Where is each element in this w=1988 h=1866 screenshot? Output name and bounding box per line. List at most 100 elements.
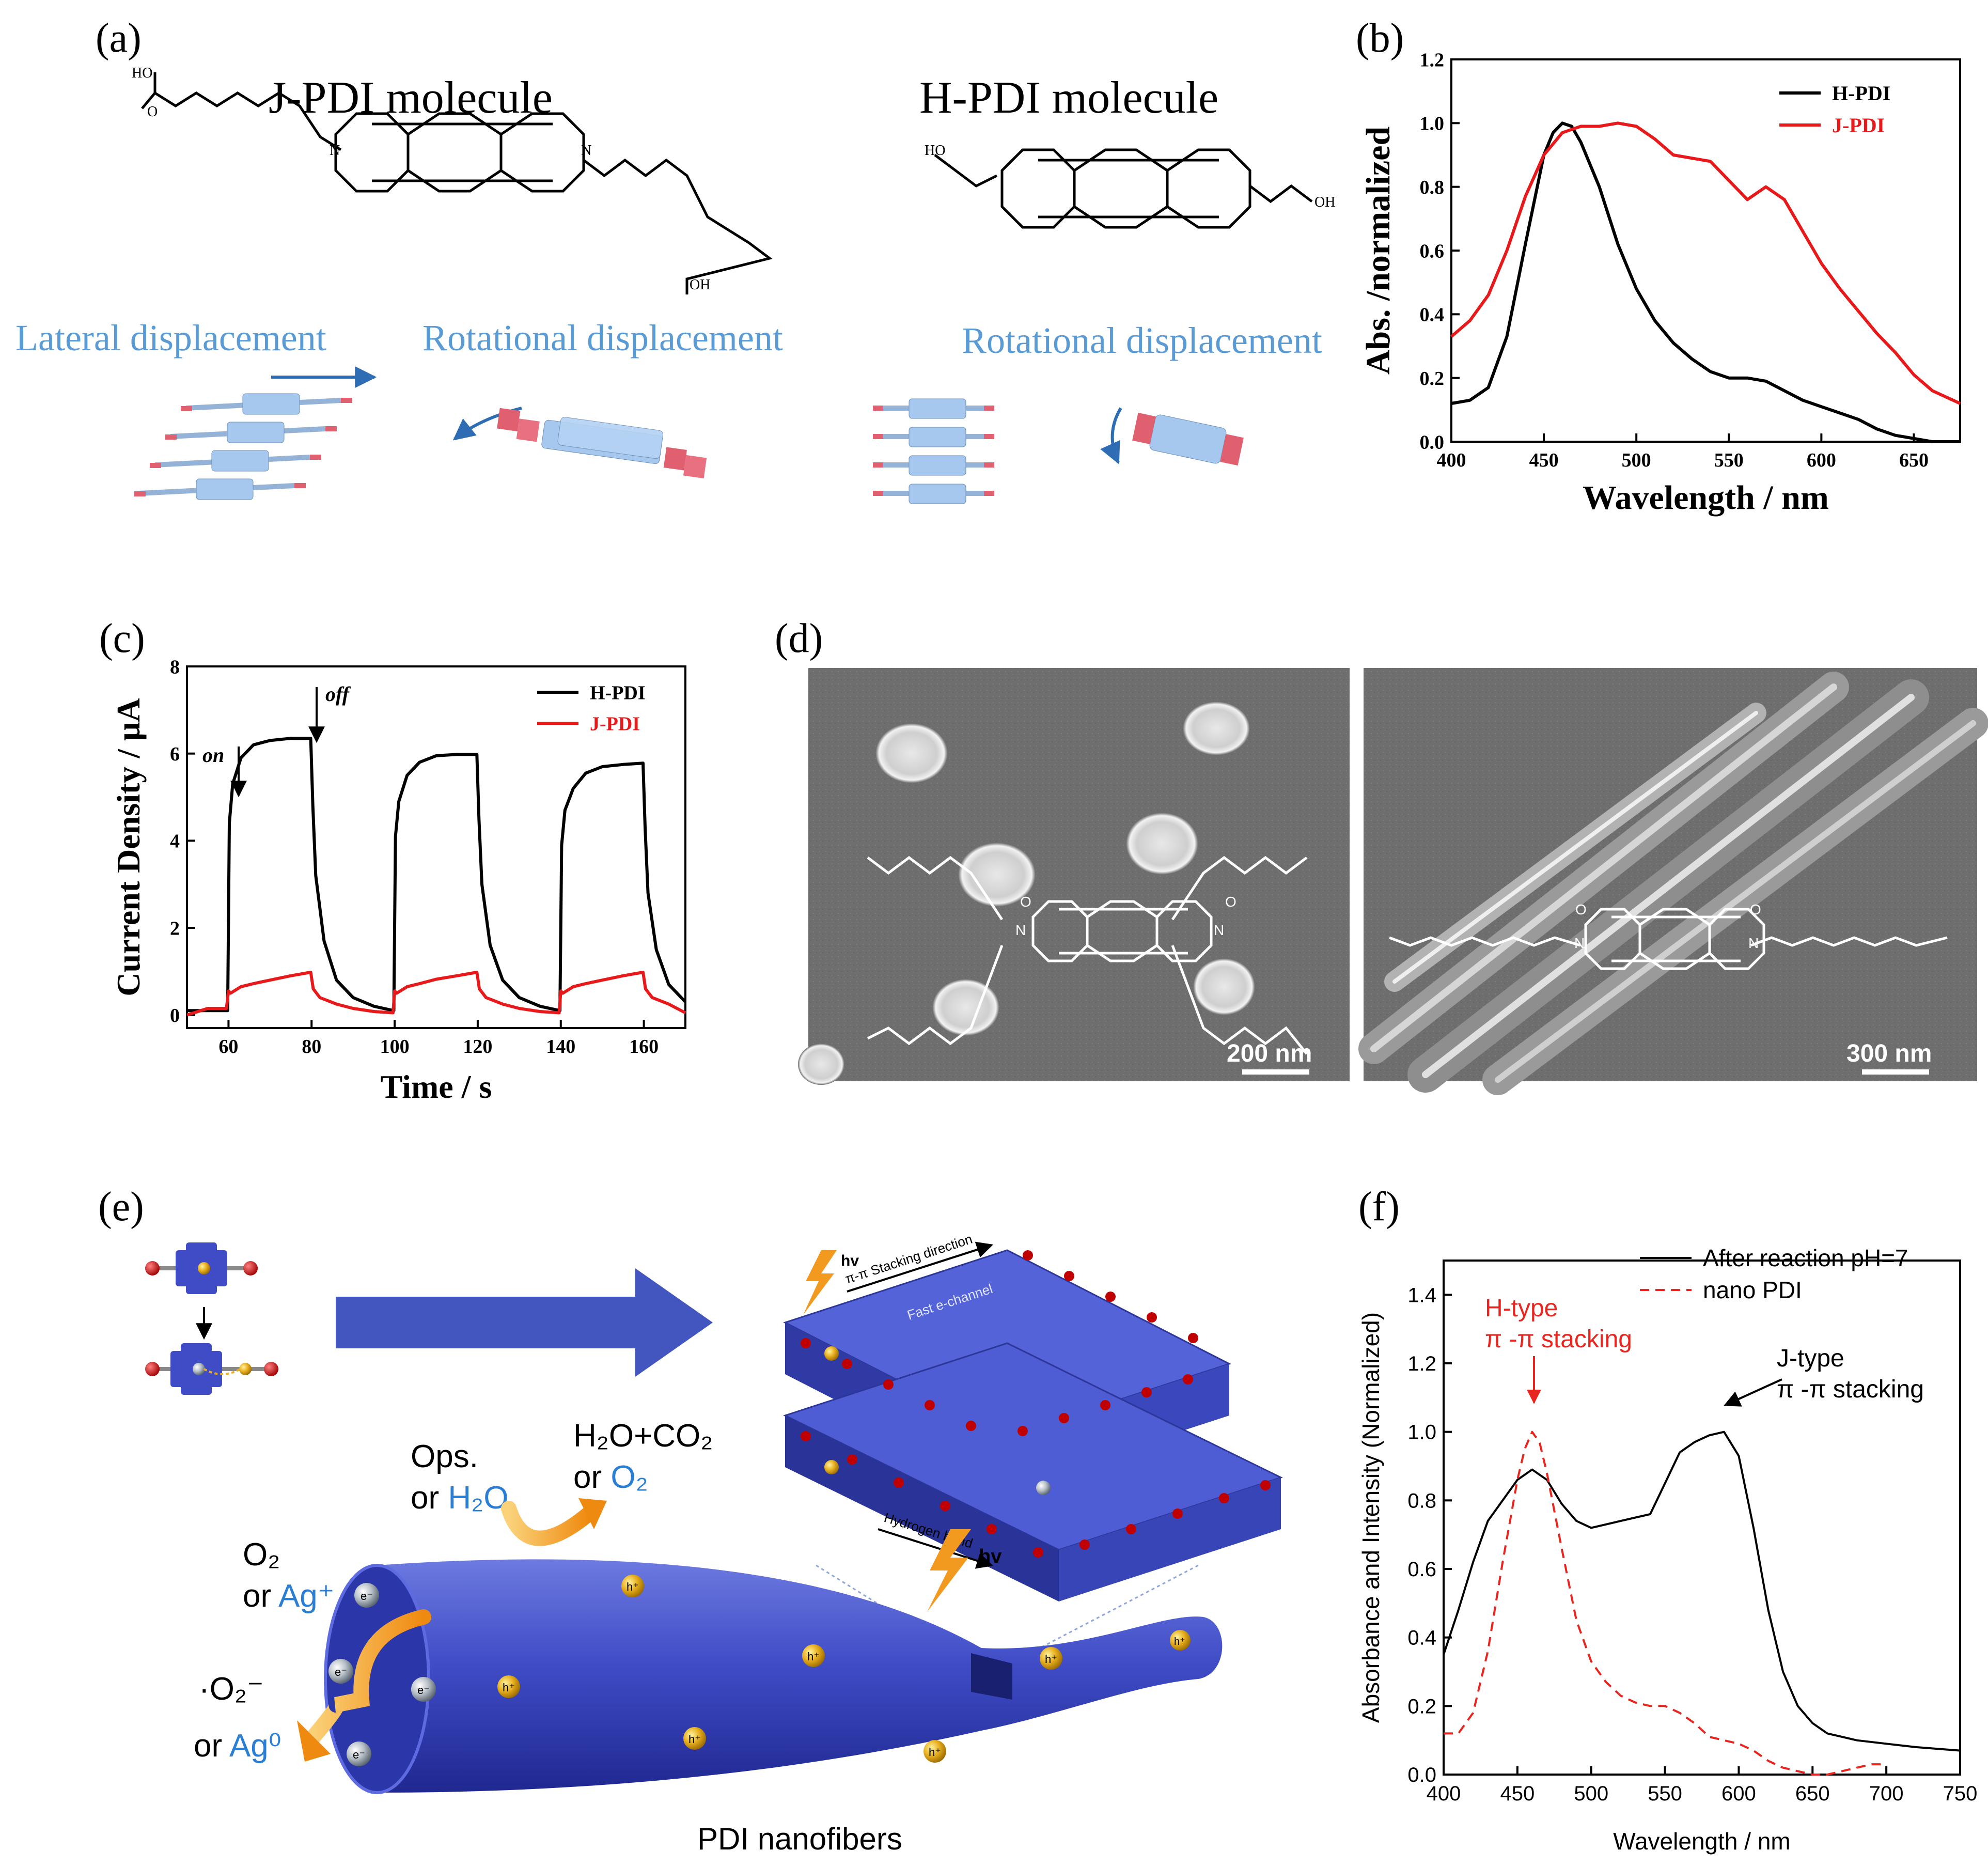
lightning-icon-2 <box>927 1529 971 1612</box>
ops-label: Ops. <box>411 1439 478 1474</box>
h-stack <box>873 398 994 504</box>
x-tick-label: 80 <box>302 1036 321 1058</box>
x-tick-label: 750 <box>1943 1782 1978 1805</box>
y-tick-label: 0.6 <box>1407 1558 1436 1581</box>
h-oh-label: OH <box>1314 194 1335 210</box>
zoom-line-right <box>1020 1564 1199 1659</box>
radical-or-ag0: or Ag⁰ <box>194 1728 281 1764</box>
x-tick-label: 650 <box>1899 449 1929 471</box>
series-1-line <box>187 737 687 1013</box>
svg-text:e⁻: e⁻ <box>353 1748 365 1761</box>
h-ho-label: HO <box>925 143 945 159</box>
d-right-o2-label: O <box>1750 901 1761 918</box>
x-tick-label: 160 <box>629 1036 659 1058</box>
series-2-line <box>1444 1430 1887 1776</box>
d-right-o-label: O <box>1575 901 1587 918</box>
stacking-direction-arrow <box>847 1241 994 1293</box>
scale-bar-right <box>1862 1069 1929 1075</box>
d-left-o-label: O <box>1020 894 1031 910</box>
legend-label: nano PDI <box>1703 1277 1802 1303</box>
rotation-arrow-2 <box>1100 407 1122 464</box>
j-type-annotation-2: π -π stacking <box>1777 1376 1924 1403</box>
panel-c: (c) 60 80 100 120 140 160 0 2 4 6 8 Time / s Current… <box>99 616 687 1105</box>
x-tick-label: 400 <box>1427 1782 1461 1805</box>
panel-b-label: (b) <box>1356 15 1404 61</box>
y-tick-label: 0.0 <box>1407 1764 1436 1786</box>
x-tick-label: 550 <box>1714 449 1744 471</box>
j-n-label: N <box>330 143 340 159</box>
svg-text:h⁺: h⁺ <box>929 1746 941 1759</box>
pdi-nanofibers-caption: PDI nanofibers <box>697 1822 902 1856</box>
y-tick-label: 0.4 <box>1420 304 1445 326</box>
svg-text:h⁺: h⁺ <box>1045 1653 1057 1666</box>
y-tick-label: 1.0 <box>1407 1421 1436 1444</box>
hv-label-2: hv <box>979 1546 1001 1567</box>
nanofiber <box>324 1559 1223 1794</box>
x-axis-label: Wavelength / nm <box>1613 1828 1790 1855</box>
y-tick-label: 0.8 <box>1407 1489 1436 1512</box>
scale-label-left: 200 nm <box>1227 1040 1312 1067</box>
y-tick-label: 1.2 <box>1407 1352 1436 1375</box>
chart-b: 400 450 500 550 600 650 0.0 0.2 0.4 0.6 0.8 1.0 1.2 W… <box>1359 49 1961 517</box>
o2-or-ag: or Ag⁺ <box>243 1578 335 1614</box>
h-pdi-structure <box>934 148 1313 229</box>
h-type-annotation-2: π -π stacking <box>1485 1326 1632 1353</box>
y-axis-label: Current Density / μA <box>110 698 147 996</box>
j-ho-label: HO <box>132 65 152 81</box>
scale-bar-left <box>1242 1069 1309 1075</box>
o2-label: O₂ <box>243 1537 280 1573</box>
x-tick-label: 450 <box>1529 449 1559 471</box>
y-tick-label: 6 <box>170 743 180 765</box>
ops-or-h2o: or H₂O <box>411 1480 508 1516</box>
x-tick-label: 140 <box>546 1036 575 1058</box>
d-right-n-label: N <box>1574 935 1585 951</box>
hydrogen-bond-arrow <box>878 1528 994 1569</box>
d-right-n2-label: N <box>1748 935 1759 951</box>
panel-e-label: (e) <box>98 1184 144 1230</box>
svg-text:h⁺: h⁺ <box>627 1580 639 1593</box>
x-axis-label: Time / s <box>381 1068 492 1105</box>
y-tick-label: 8 <box>170 656 180 678</box>
y-tick-label: 4 <box>170 831 180 852</box>
j-pdi-title: J-PDI molecule <box>269 73 553 123</box>
chart-f-frame <box>1443 1259 1961 1776</box>
rotational-stack-j <box>452 407 707 479</box>
radical-label: ·O₂⁻ <box>199 1671 264 1707</box>
panel-f-label: (f) <box>1358 1184 1400 1230</box>
y-axis-label: Abs. /normalized <box>1359 127 1397 375</box>
y-tick-label: 0.6 <box>1420 240 1445 262</box>
panel-a-label: (a) <box>96 15 142 61</box>
reaction-arrow-top <box>501 1501 597 1546</box>
j-pdi-structure <box>141 72 773 294</box>
rotational-displacement-label-2: Rotational displacement <box>962 320 1322 361</box>
panel-c-label: (c) <box>99 616 145 661</box>
svg-text:h⁺: h⁺ <box>503 1681 515 1694</box>
svg-text:e⁻: e⁻ <box>335 1666 347 1678</box>
series-2-line <box>186 971 686 1017</box>
y-tick-label: 1.0 <box>1420 113 1445 135</box>
y-tick-label: 0.2 <box>1420 368 1445 390</box>
x-tick-label: 60 <box>218 1036 238 1058</box>
d-left-n-label: N <box>1015 922 1026 938</box>
y-tick-label: 0.2 <box>1407 1695 1436 1718</box>
legend-label: H-PDI <box>1832 82 1890 105</box>
molecule-4 <box>134 478 306 500</box>
legend-label: J-PDI <box>1832 114 1885 137</box>
e-small-molecule-1 <box>145 1242 258 1294</box>
sem-image-right: N N O O 300 nm <box>1358 668 1988 1095</box>
e-small-molecule-2 <box>145 1343 278 1395</box>
on-annotation: on <box>202 743 224 767</box>
j-type-arrow <box>1724 1378 1782 1407</box>
h-type-annotation: H-type <box>1485 1295 1558 1322</box>
x-tick-label: 600 <box>1807 449 1836 471</box>
y-tick-label: 0 <box>170 1005 180 1027</box>
holes: h⁺ h⁺ h⁺ h⁺ h⁺ h⁺ h⁺ <box>497 1575 1191 1763</box>
panel-f: (f) 400 450 500 550 600 650 700 750 0.0 0.2 0.4 0.6… <box>1357 1184 1977 1855</box>
d-left-o2-label: O <box>1225 894 1236 910</box>
panel-e: (e) <box>98 1184 1283 1856</box>
panel-d-label: (d) <box>775 616 823 661</box>
y-axis-label: Absorbance and Intensity (Normalized) <box>1357 1312 1384 1723</box>
series-1-line <box>1451 121 1960 443</box>
d-left-n2-label: N <box>1214 922 1224 938</box>
chart-c-frame <box>186 665 686 1029</box>
